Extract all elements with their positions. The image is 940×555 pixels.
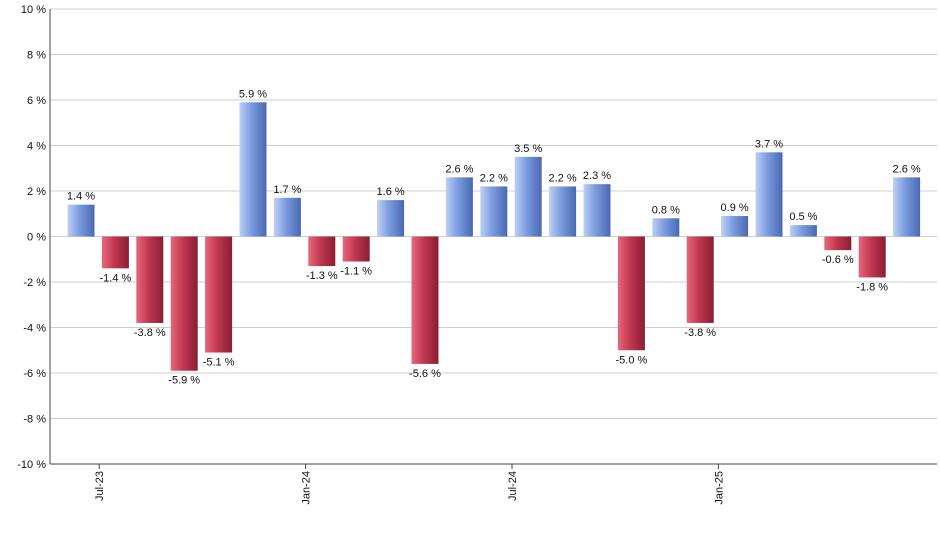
bar	[858, 236, 886, 278]
x-tick-label: Jan-25	[713, 471, 725, 505]
bar	[755, 152, 783, 237]
y-tick-label: 8 %	[27, 50, 46, 62]
bar	[445, 177, 473, 237]
data-label: 3.7 %	[755, 138, 783, 150]
x-axis-ticks: Jul-23 Jan-24 Jul-24 Jan-25	[94, 464, 725, 505]
y-tick-label: 2 %	[27, 186, 46, 198]
data-label: -1.1 %	[340, 266, 372, 278]
bar	[136, 236, 164, 323]
data-label: 0.9 %	[721, 202, 749, 214]
bar	[652, 218, 680, 237]
bar	[67, 204, 95, 237]
data-label: 2.2 %	[549, 172, 577, 184]
data-label: -5.9 %	[168, 375, 200, 387]
data-label: 1.6 %	[377, 186, 405, 198]
bars	[67, 102, 921, 371]
data-label: 1.4 %	[67, 191, 95, 203]
data-label: 5.9 %	[239, 88, 267, 100]
bar	[342, 236, 370, 262]
bar	[308, 236, 336, 267]
data-label: 3.5 %	[514, 143, 542, 155]
data-label: 2.3 %	[583, 170, 611, 182]
bar	[170, 236, 198, 371]
bar	[893, 177, 921, 237]
bar	[789, 225, 817, 237]
y-tick-label: -4 %	[23, 323, 46, 335]
data-label: -1.8 %	[856, 281, 888, 293]
data-label: -1.4 %	[100, 272, 132, 284]
y-tick-label: -6 %	[23, 368, 46, 380]
bar	[101, 236, 129, 269]
data-label: 0.8 %	[652, 204, 680, 216]
data-label: -3.8 %	[134, 327, 166, 339]
data-label: 2.2 %	[480, 172, 508, 184]
x-tick-label: Jul-24	[507, 471, 519, 501]
bar	[617, 236, 645, 351]
bar	[824, 236, 852, 251]
y-tick-label: 10 %	[21, 4, 46, 16]
bar	[239, 102, 267, 237]
bar	[205, 236, 233, 353]
data-label: -5.1 %	[203, 357, 235, 369]
y-tick-label: 4 %	[27, 141, 46, 153]
y-axis-ticks: 10 % 8 % 6 % 4 % 2 % 0 % -2 % -4 % -6 % -8 % -10 %	[17, 4, 46, 471]
data-label: -5.6 %	[409, 368, 441, 380]
data-label: -1.3 %	[306, 270, 338, 282]
y-tick-label: 6 %	[27, 95, 46, 107]
bar	[273, 197, 301, 237]
x-tick-label: Jul-23	[94, 471, 106, 501]
axes	[49, 9, 937, 465]
bar	[686, 236, 714, 323]
y-tick-label: -2 %	[23, 277, 46, 289]
data-labels: 1.4 % -1.4 % -3.8 % -5.9 %-5.1 % 5.9 % 1.7 % -…	[67, 88, 921, 386]
bar	[514, 156, 542, 237]
bar	[583, 184, 611, 237]
bar	[480, 186, 508, 237]
data-label: 2.6 %	[893, 163, 921, 175]
x-tick-label: Jan-24	[301, 471, 313, 505]
data-label: -5.0 %	[616, 354, 648, 366]
y-tick-label: 0 %	[27, 232, 46, 244]
data-label: 2.6 %	[445, 163, 473, 175]
data-label: 0.5 %	[789, 211, 817, 223]
data-label: -3.8 %	[684, 327, 716, 339]
bar	[377, 200, 405, 237]
y-tick-label: -10 %	[17, 459, 46, 471]
y-tick-label: -8 %	[23, 414, 46, 426]
bar	[549, 186, 577, 237]
data-label: -0.6 %	[822, 254, 854, 266]
bar	[721, 216, 749, 237]
data-label: 1.7 %	[273, 184, 301, 196]
bar	[411, 236, 439, 364]
